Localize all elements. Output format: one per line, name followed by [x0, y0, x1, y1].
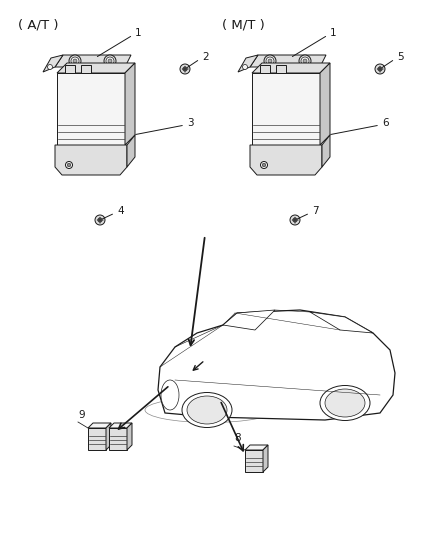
Polygon shape — [245, 445, 268, 450]
Circle shape — [183, 67, 187, 71]
Circle shape — [268, 59, 272, 63]
Circle shape — [180, 64, 190, 74]
Ellipse shape — [325, 389, 365, 417]
Circle shape — [66, 161, 73, 168]
Polygon shape — [250, 145, 322, 175]
Ellipse shape — [320, 385, 370, 421]
Text: 1: 1 — [330, 28, 337, 38]
Polygon shape — [252, 63, 330, 73]
Text: 8: 8 — [234, 433, 240, 443]
Polygon shape — [125, 63, 135, 145]
Text: 6: 6 — [382, 118, 389, 128]
Polygon shape — [81, 65, 91, 73]
Text: ( M/T ): ( M/T ) — [222, 18, 265, 31]
Circle shape — [290, 215, 300, 225]
Circle shape — [69, 55, 81, 67]
Polygon shape — [55, 145, 127, 175]
Circle shape — [378, 67, 382, 71]
Circle shape — [293, 218, 297, 222]
Circle shape — [71, 57, 79, 65]
Polygon shape — [263, 445, 268, 472]
Text: 4: 4 — [117, 206, 124, 216]
Polygon shape — [223, 310, 275, 330]
Polygon shape — [320, 63, 330, 145]
Circle shape — [47, 64, 53, 69]
Polygon shape — [310, 312, 373, 333]
Polygon shape — [252, 73, 320, 145]
Polygon shape — [109, 428, 127, 450]
Polygon shape — [55, 55, 131, 67]
Circle shape — [67, 163, 71, 167]
Polygon shape — [322, 135, 330, 167]
Ellipse shape — [187, 396, 227, 424]
Polygon shape — [109, 423, 132, 428]
Text: 3: 3 — [187, 118, 194, 128]
Circle shape — [375, 64, 385, 74]
Text: 5: 5 — [397, 52, 404, 62]
Polygon shape — [238, 55, 258, 72]
Polygon shape — [276, 65, 286, 73]
Circle shape — [98, 218, 102, 222]
Text: 2: 2 — [202, 52, 208, 62]
Circle shape — [108, 59, 112, 63]
Circle shape — [243, 64, 247, 69]
Text: 9: 9 — [78, 410, 85, 420]
Circle shape — [264, 55, 276, 67]
Circle shape — [95, 215, 105, 225]
Polygon shape — [106, 423, 111, 450]
Polygon shape — [43, 55, 63, 72]
Polygon shape — [88, 423, 111, 428]
Polygon shape — [57, 73, 125, 145]
Circle shape — [262, 163, 266, 167]
Circle shape — [266, 57, 274, 65]
Circle shape — [301, 57, 309, 65]
Circle shape — [261, 161, 268, 168]
Circle shape — [73, 59, 77, 63]
Circle shape — [299, 55, 311, 67]
Ellipse shape — [182, 392, 232, 427]
Polygon shape — [65, 65, 75, 73]
Polygon shape — [127, 423, 132, 450]
Circle shape — [104, 55, 116, 67]
Circle shape — [106, 57, 114, 65]
Text: 7: 7 — [312, 206, 318, 216]
Ellipse shape — [161, 380, 179, 410]
Polygon shape — [158, 310, 395, 420]
Polygon shape — [57, 63, 135, 73]
Text: 1: 1 — [135, 28, 141, 38]
Polygon shape — [127, 135, 135, 167]
Circle shape — [303, 59, 307, 63]
Polygon shape — [88, 428, 106, 450]
Polygon shape — [250, 55, 326, 67]
Text: ( A/T ): ( A/T ) — [18, 18, 59, 31]
Polygon shape — [260, 65, 270, 73]
Polygon shape — [245, 450, 263, 472]
